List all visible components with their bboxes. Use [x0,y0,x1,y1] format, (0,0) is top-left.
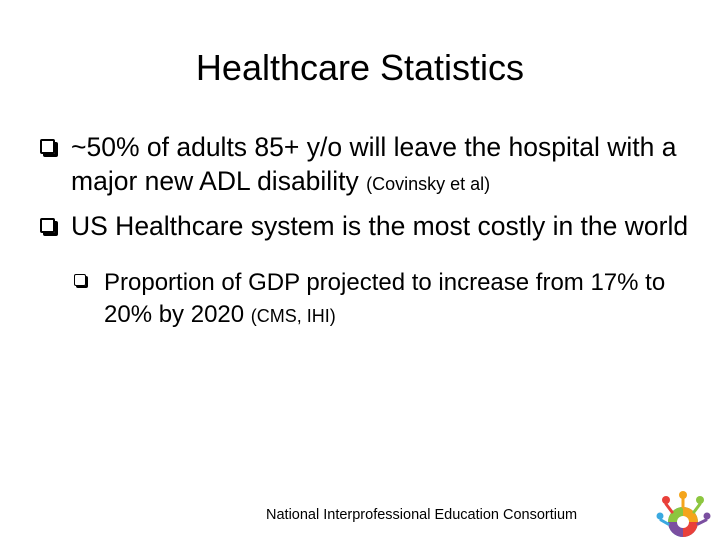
checkbox-square-icon [40,139,55,154]
sub-bullet-citation: (CMS, IHI) [250,306,336,326]
sub-bullet-text: Proportion of GDP projected to increase … [104,269,666,328]
bullet-citation: (Covinsky et al) [366,174,491,194]
sub-bullet-item: Proportion of GDP projected to increase … [74,267,698,332]
checkbox-square-icon [74,274,86,286]
footer-organization: National Interprofessional Education Con… [266,507,578,523]
slide-title: Healthcare Statistics [195,47,525,88]
bullet-item: US Healthcare system is the most costly … [38,209,698,243]
bullet-list: ~50% of adults 85+ y/o will leave the ho… [38,130,698,332]
bullet-item: ~50% of adults 85+ y/o will leave the ho… [38,130,698,201]
bullet-text: US Healthcare system is the most costly … [71,211,689,241]
consortium-logo-icon [656,491,711,537]
checkbox-square-icon [40,218,55,233]
bullet-text: ~50% of adults 85+ y/o will leave the ho… [71,132,677,196]
